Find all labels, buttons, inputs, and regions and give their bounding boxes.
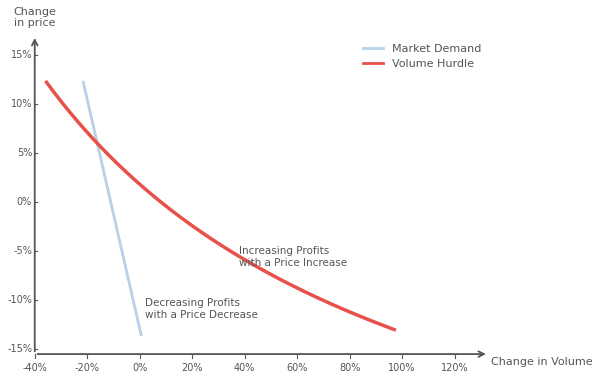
Text: -20%: -20% (75, 363, 100, 373)
Text: 100%: 100% (388, 363, 416, 373)
Text: 80%: 80% (339, 363, 361, 373)
Text: Increasing Profits
with a Price Increase: Increasing Profits with a Price Increase (239, 246, 347, 268)
Text: 10%: 10% (11, 99, 32, 109)
Text: 60%: 60% (286, 363, 308, 373)
Legend: Market Demand, Volume Hurdle: Market Demand, Volume Hurdle (359, 39, 486, 74)
Text: 120%: 120% (441, 363, 469, 373)
Text: Decreasing Profits
with a Price Decrease: Decreasing Profits with a Price Decrease (145, 298, 258, 320)
Text: 0%: 0% (17, 197, 32, 207)
Text: -40%: -40% (22, 363, 47, 373)
Text: 5%: 5% (17, 148, 32, 158)
Text: Change
in price: Change in price (13, 7, 56, 28)
Text: -15%: -15% (7, 344, 32, 354)
Text: -10%: -10% (7, 295, 32, 305)
Text: 15%: 15% (11, 50, 32, 60)
Text: Change in Volume: Change in Volume (491, 357, 593, 367)
Text: 40%: 40% (234, 363, 256, 373)
Text: 20%: 20% (181, 363, 203, 373)
Text: -5%: -5% (13, 246, 32, 256)
Text: 0%: 0% (132, 363, 148, 373)
